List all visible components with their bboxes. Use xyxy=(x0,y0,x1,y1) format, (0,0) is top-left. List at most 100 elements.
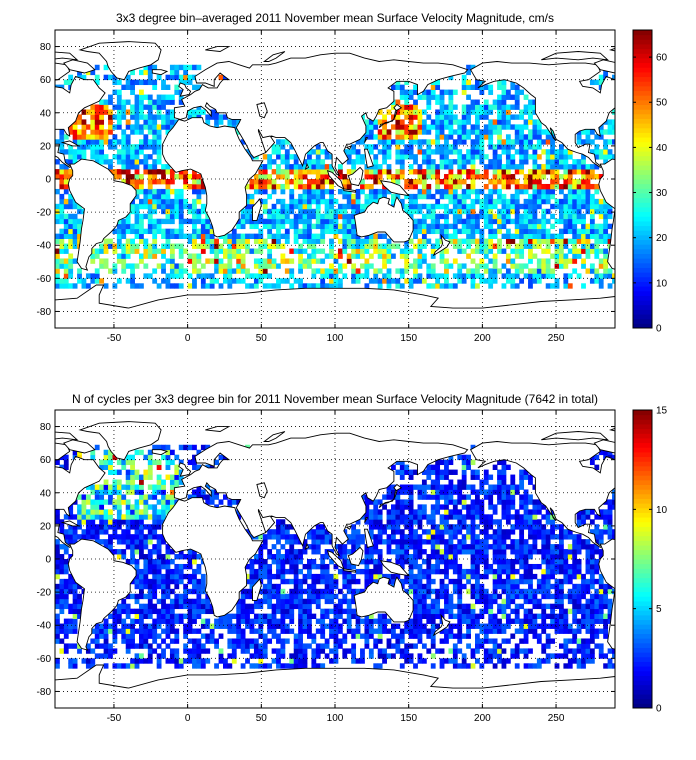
heatmap-cell xyxy=(320,258,326,264)
heatmap-cell xyxy=(192,109,197,115)
heatmap-cell xyxy=(183,169,189,175)
heatmap-cell xyxy=(452,554,458,560)
heatmap-cell xyxy=(116,79,122,86)
heatmap-cell xyxy=(68,79,74,86)
heatmap-cell xyxy=(125,648,131,654)
heatmap-cell xyxy=(183,554,189,560)
heatmap-cell xyxy=(116,154,122,160)
heatmap-cell xyxy=(598,263,604,269)
heatmap-cell xyxy=(134,568,140,575)
heatmap-cell xyxy=(488,89,494,95)
heatmap-cell xyxy=(603,663,609,669)
heatmap-cell xyxy=(466,119,471,125)
heatmap-cell xyxy=(603,613,609,619)
heatmap-cell xyxy=(187,559,193,565)
heatmap-cell xyxy=(466,193,471,200)
caspian-outline-coast xyxy=(256,102,268,119)
heatmap-cell xyxy=(165,119,171,125)
heatmap-cell xyxy=(572,223,578,230)
heatmap-cell xyxy=(404,559,410,565)
heatmap-cell xyxy=(563,159,569,165)
heatmap-cell xyxy=(130,638,135,644)
heatmap-cell xyxy=(581,174,586,180)
heatmap-cell xyxy=(470,554,476,560)
heatmap-cell xyxy=(90,124,96,130)
heatmap-cell xyxy=(501,208,507,215)
heatmap-cell xyxy=(382,144,387,150)
heatmap-cell xyxy=(139,188,144,195)
heatmap-cell xyxy=(72,243,78,249)
heatmap-cell xyxy=(298,583,303,590)
heatmap-cell xyxy=(262,573,268,580)
heatmap-cell xyxy=(245,578,250,585)
heatmap-cell xyxy=(139,233,144,239)
heatmap-cell xyxy=(505,598,511,605)
heatmap-cell xyxy=(576,618,582,624)
heatmap-cell xyxy=(161,114,166,120)
heatmap-cell xyxy=(528,253,533,259)
heatmap-cell xyxy=(307,593,312,600)
heatmap-cell xyxy=(315,218,321,225)
heatmap-cell xyxy=(536,273,542,279)
heatmap-cell xyxy=(585,549,591,555)
heatmap-cell xyxy=(475,139,480,145)
heatmap-cell xyxy=(364,554,370,560)
heatmap-cell xyxy=(417,124,423,130)
heatmap-cell xyxy=(139,79,144,86)
heatmap-cell xyxy=(262,568,268,575)
heatmap-cell xyxy=(165,563,171,570)
heatmap-cell xyxy=(550,583,555,590)
heatmap-cell xyxy=(572,613,578,619)
heatmap-cell xyxy=(444,593,449,600)
heatmap-cell xyxy=(218,623,224,629)
heatmap-cell xyxy=(324,169,330,175)
heatmap-cell xyxy=(293,233,299,239)
heatmap-cell xyxy=(196,174,202,180)
heatmap-cell xyxy=(452,273,458,279)
heatmap-cell xyxy=(147,99,153,105)
heatmap-cell xyxy=(258,544,264,550)
heatmap-cell xyxy=(461,263,467,269)
heatmap-cell xyxy=(457,134,463,140)
heatmap-cell xyxy=(545,193,551,200)
heatmap-cell xyxy=(545,139,551,145)
heatmap-cell xyxy=(125,623,131,629)
heatmap-cell xyxy=(169,253,175,259)
heatmap-cell xyxy=(280,139,286,145)
heatmap-cell xyxy=(103,99,109,105)
heatmap-cell xyxy=(399,198,405,205)
heatmap-cell xyxy=(337,248,343,254)
heatmap-cell xyxy=(258,623,264,629)
colorbar-tick-label: 30 xyxy=(656,188,668,199)
heatmap-cell xyxy=(245,658,250,664)
heatmap-cell xyxy=(77,268,82,274)
heatmap-cell xyxy=(408,193,414,200)
heatmap-cell xyxy=(377,139,383,145)
heatmap-cell xyxy=(59,129,65,135)
heatmap-cell xyxy=(475,228,480,235)
heatmap-cell xyxy=(501,544,507,550)
heatmap-cell xyxy=(258,648,264,654)
heatmap-cell xyxy=(497,648,502,654)
heatmap-cell xyxy=(364,144,370,150)
heatmap-cell xyxy=(178,203,184,210)
heatmap-cell xyxy=(470,278,476,284)
heatmap-cell xyxy=(457,129,463,135)
heatmap-cell xyxy=(307,198,312,205)
heatmap-cell xyxy=(505,563,511,570)
heatmap-cell xyxy=(519,228,525,235)
heatmap-cell xyxy=(413,554,418,560)
heatmap-cell xyxy=(377,534,383,540)
heatmap-cell xyxy=(360,114,365,120)
heatmap-cell xyxy=(581,539,586,545)
heatmap-cell xyxy=(430,243,436,249)
heatmap-cell xyxy=(108,74,113,81)
heatmap-cell xyxy=(218,119,224,125)
heatmap-cell xyxy=(532,278,538,284)
heatmap-cell xyxy=(514,198,520,205)
heatmap-cell xyxy=(488,159,494,165)
heatmap-cell xyxy=(55,598,60,605)
heatmap-cell xyxy=(368,559,374,565)
heatmap-cell xyxy=(262,243,268,249)
heatmap-cell xyxy=(351,563,357,570)
